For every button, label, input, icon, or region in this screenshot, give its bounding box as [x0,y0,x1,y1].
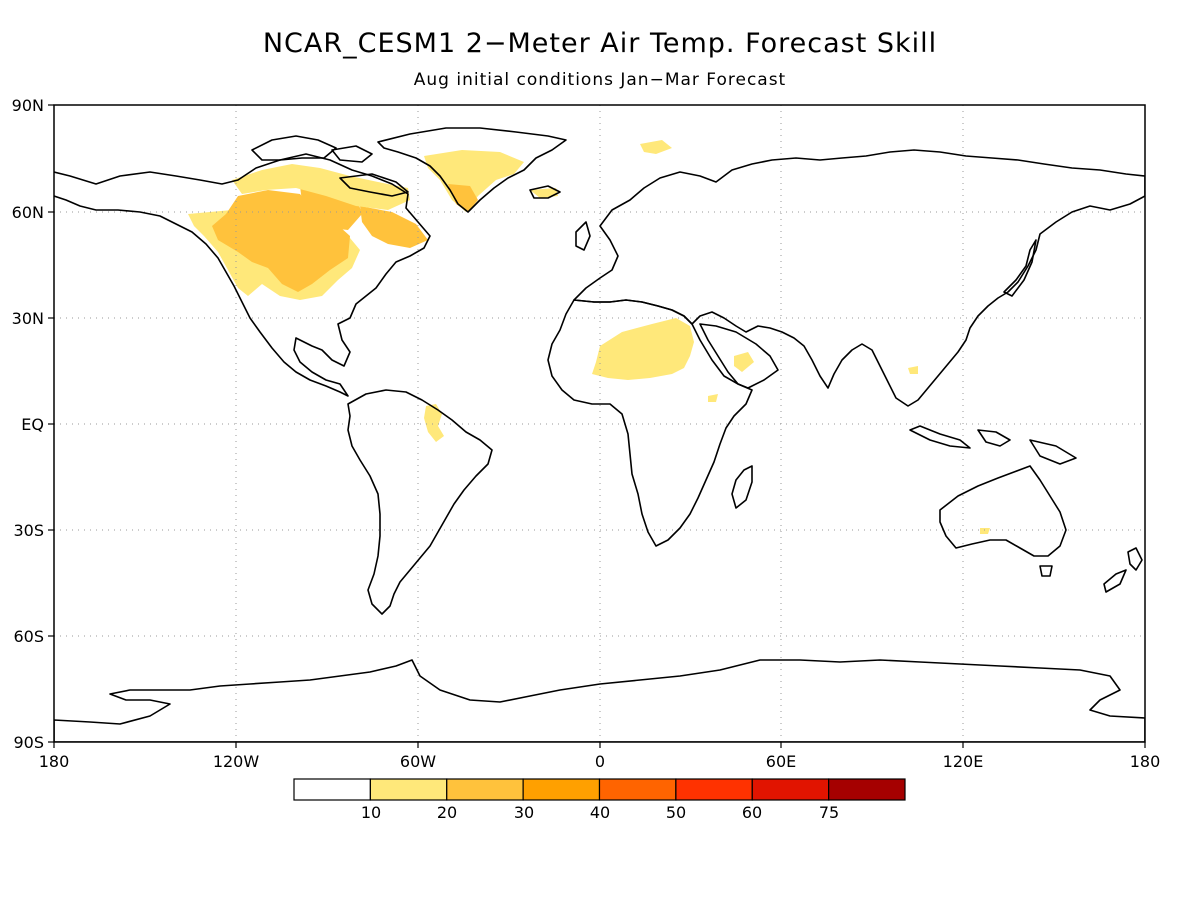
coastline-madagascar [731,465,753,509]
skill-region-iceland [530,188,558,198]
coastline-south-america [347,389,493,615]
colorbar-boxes [293,778,906,801]
coastline-north-america [54,153,431,397]
colorbar-label: 40 [590,803,610,822]
latitude-labels: 90N 60N 30N EQ 30S 60S 90S [12,96,44,752]
coastline-africa [547,299,753,547]
skill-region-south-greenland [448,184,478,212]
colorbar: 10 20 30 40 50 60 75 [293,778,906,822]
colorbar-label: 60 [742,803,762,822]
colorbar-label: 50 [666,803,686,822]
skill-region-eastern-canada [360,206,428,248]
lon-label: 60W [400,752,436,771]
skill-region-canadian-arctic [232,164,410,210]
skill-region-northern-south-america [424,404,444,442]
colorbar-swatch [293,778,371,801]
longitude-labels: 180 120W 60W 0 60E 120E 180 [39,752,1161,771]
colorbar-swatch [828,778,906,801]
lat-label: 90S [13,733,44,752]
lat-label: 30S [13,521,44,540]
coastlines [54,127,1145,742]
lat-label: 90N [12,96,44,115]
lon-label: 60E [766,752,796,771]
skill-region-arabia [734,352,754,372]
coastline-tasmania [1039,565,1053,577]
coastline-eurasia [573,149,1145,407]
coastline-antarctica [54,659,1145,742]
colorbar-label: 10 [361,803,381,822]
tick-marks [48,104,1146,748]
colorbar-swatch [675,778,753,801]
coastline-australia [939,465,1067,557]
colorbar-label: 30 [514,803,534,822]
skill-region-greenland [424,150,524,212]
skill-region-sahara [592,318,694,380]
colorbar-swatch [369,778,448,801]
colorbar-swatch [751,778,830,801]
coastline-uk [575,221,591,251]
colorbar-label: 75 [819,803,839,822]
skill-region-southeast-asia [908,366,918,374]
map-subtitle: Aug initial conditions Jan−Mar Forecast [413,70,787,90]
map-title: NCAR_CESM1 2−Meter Air Temp. Forecast Sk… [262,28,938,59]
skill-shading [188,140,990,534]
lon-label: 120E [943,752,984,771]
lat-label: 30N [12,309,44,328]
coastline-indonesia [909,425,1077,465]
lon-label: 180 [39,752,70,771]
lon-label: 0 [595,752,605,771]
lat-label: 60N [12,203,44,222]
coastline-greenland [377,127,567,213]
lon-label: 180 [1130,752,1161,771]
colorbar-swatch [446,778,524,801]
colorbar-swatch [598,778,677,801]
lon-label: 120W [213,752,260,771]
coastline-new-zealand [1103,547,1143,593]
coastline-arabia [699,323,779,389]
skill-region-australia [980,528,990,534]
map-grid [54,105,1145,742]
coastline-arctic-islands [251,135,561,199]
skill-region-ethiopia [708,394,718,402]
colorbar-labels: 10 20 30 40 50 60 75 [361,803,839,822]
colorbar-label: 20 [437,803,457,822]
lat-label: EQ [21,415,44,434]
skill-region-svalbard [640,140,672,154]
colorbar-swatch [522,778,601,801]
lat-label: 60S [13,627,44,646]
coastline-japan [1003,239,1037,297]
